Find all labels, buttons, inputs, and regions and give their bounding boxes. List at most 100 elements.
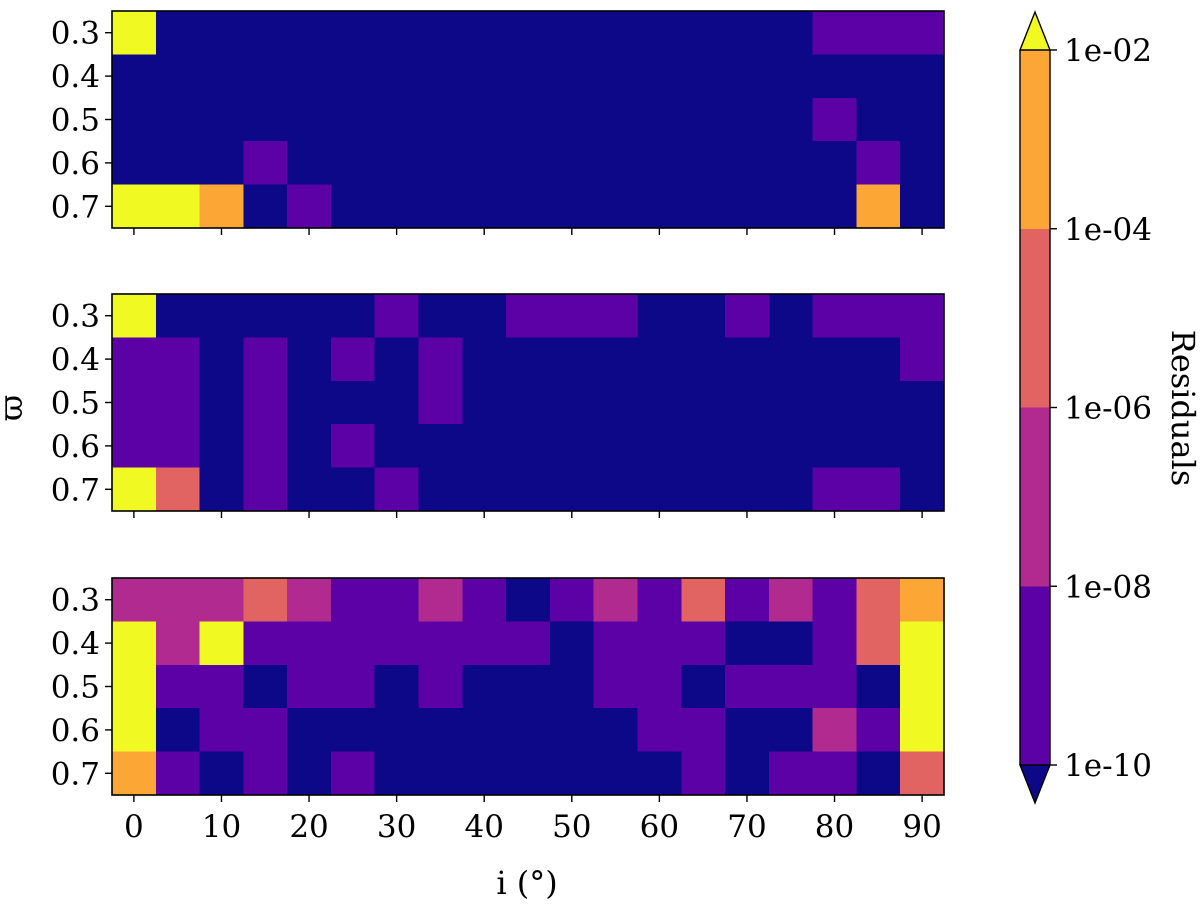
heatmap-cell — [155, 141, 201, 186]
heatmap-cell — [506, 54, 551, 99]
heatmap-cell — [593, 664, 639, 709]
heatmap-cell — [900, 380, 945, 425]
heatmap-cell — [856, 664, 901, 709]
heatmap-cell — [856, 751, 901, 796]
y-tick-label: 0.5 — [51, 386, 100, 422]
heatmap-cell — [549, 708, 595, 753]
heatmap-cell — [768, 184, 814, 229]
heatmap-cell — [637, 337, 682, 382]
heatmap-cell — [856, 54, 901, 99]
heatmap-cell — [549, 424, 595, 469]
heatmap-cell — [900, 337, 945, 382]
heatmap-cell — [287, 337, 332, 382]
heatmap-cell — [593, 184, 639, 229]
heatmap-cell — [681, 578, 726, 622]
heatmap-cell — [506, 664, 551, 709]
y-tick-label: 0.3 — [51, 583, 100, 619]
heatmap-cell — [112, 467, 157, 512]
y-tick-label: 0.4 — [51, 342, 100, 378]
heatmap-cell — [506, 621, 551, 666]
heatmap-cell — [330, 621, 376, 666]
heatmap-cell — [549, 467, 595, 512]
heatmap-cell — [725, 141, 770, 186]
heatmap-cell — [812, 578, 858, 622]
heatmap-cell — [637, 184, 682, 229]
heatmap-cell — [768, 141, 814, 186]
heatmap-cell — [287, 141, 332, 186]
heatmap-cell — [549, 578, 595, 622]
heatmap-cell — [549, 97, 595, 142]
heatmap-cell — [112, 424, 157, 469]
heatmap-cell — [506, 751, 551, 796]
heatmap-cell — [243, 578, 288, 622]
x-axis-label: i (°) — [496, 864, 557, 902]
heatmap-cell — [506, 184, 551, 229]
heatmap-cell — [506, 337, 551, 382]
heatmap-cell — [506, 294, 551, 338]
heatmap-cell — [900, 294, 945, 338]
heatmap-cell — [287, 184, 332, 229]
heatmap-cell — [725, 467, 770, 512]
heatmap-cell — [812, 337, 858, 382]
heatmap-cell — [725, 54, 770, 99]
heatmap-cell — [462, 184, 507, 229]
y-tick-label: 0.6 — [51, 713, 100, 749]
heatmap-cell — [637, 380, 682, 425]
heatmap-cell — [199, 11, 244, 55]
heatmap-cell — [462, 337, 507, 382]
heatmap-cell — [199, 578, 244, 622]
colorbar-bin — [1020, 50, 1050, 230]
heatmap-cell — [681, 380, 726, 425]
heatmap-cell — [900, 54, 945, 99]
heatmap-cell — [330, 380, 376, 425]
heatmap-cell — [330, 467, 376, 512]
heatmap-cell — [856, 621, 901, 666]
x-tick-label: 80 — [815, 809, 854, 845]
heatmap-cell — [462, 664, 507, 709]
heatmap-cell — [418, 54, 463, 99]
y-tick-label: 0.7 — [51, 756, 100, 792]
y-tick-label: 0.3 — [51, 299, 100, 335]
heatmap-cell — [812, 11, 858, 55]
heatmap-cell — [637, 708, 682, 753]
heatmap-cell — [287, 294, 332, 338]
heatmap-cell — [900, 467, 945, 512]
heatmap-cell — [506, 11, 551, 55]
heatmap-cell — [112, 664, 157, 709]
heatmap-cell — [243, 467, 288, 512]
heatmap-panel-2: 0.3 0.4 0.5 0.6 0.7 — [51, 293, 945, 518]
heatmap-cell — [549, 751, 595, 796]
heatmap-cell — [287, 54, 332, 99]
heatmap-cell — [768, 467, 814, 512]
heatmap-cell — [462, 578, 507, 622]
heatmap-cell — [768, 97, 814, 142]
colorbar-bin — [1020, 407, 1050, 587]
heatmap-cell — [374, 141, 420, 186]
heatmap-cell — [287, 11, 332, 55]
heatmap-cell — [199, 424, 244, 469]
heatmap-cell — [462, 621, 507, 666]
heatmap-cell — [856, 184, 901, 229]
y-tick-label: 0.3 — [51, 16, 100, 52]
heatmap-cell — [243, 141, 288, 186]
colorbar-tick-label: 1e-04 — [1064, 212, 1152, 248]
heatmap-cell — [374, 751, 420, 796]
colorbar-tick-label: 1e-10 — [1064, 748, 1152, 784]
heatmap-cell — [768, 424, 814, 469]
heatmap-cell — [725, 294, 770, 338]
heatmap-cell — [418, 664, 463, 709]
heatmap-cell — [155, 708, 201, 753]
heatmap-cell — [768, 708, 814, 753]
x-tick-label: 90 — [902, 809, 941, 845]
heatmap-cell — [330, 54, 376, 99]
heatmap-cell — [155, 424, 201, 469]
heatmap-cell — [856, 141, 901, 186]
heatmap-cell — [725, 664, 770, 709]
heatmap-cell — [374, 11, 420, 55]
heatmap-cell — [593, 621, 639, 666]
heatmap-cell — [418, 337, 463, 382]
heatmap-cell — [856, 97, 901, 142]
heatmap-cell — [155, 184, 201, 229]
heatmap-cell — [418, 578, 463, 622]
